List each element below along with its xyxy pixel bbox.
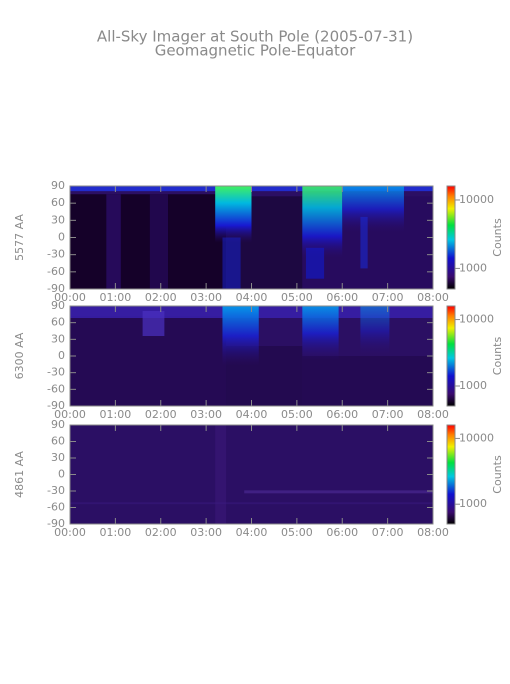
panel: -90 -60 -30 0 30 60 90 00:00 01:00 02:00 03:00 04:0… [13,418,504,539]
subtitle: Geomagnetic Pole-Equator [155,42,356,60]
x-tick-label: 01:00 [100,408,132,421]
colorbar-label: Counts [491,218,504,257]
heatmap-texture [360,306,390,356]
y-tick-label: 60 [51,435,65,448]
heatmap-texture [302,306,339,361]
x-tick-label: 07:00 [372,291,404,304]
y-tick-label: 60 [51,196,65,209]
heatmap-texture [302,186,343,259]
heatmap-texture [305,247,325,279]
y-tick-label: 0 [58,231,65,244]
y-tick-label: -30 [47,484,65,497]
x-tick-label: 01:00 [100,526,132,539]
y-tick-label: -30 [47,366,65,379]
colorbar [446,305,456,407]
y-tick-label: -60 [47,501,65,514]
heatmap-texture [215,186,252,243]
colorbar-label: Counts [491,455,504,494]
colorbar-tick-label: 1000 [459,497,487,510]
y-tick-label: -30 [47,248,65,261]
y-tick-label: 30 [51,213,65,226]
colorbar-label: Counts [491,337,504,376]
x-tick-label: 07:00 [372,408,404,421]
x-tick-label: 02:00 [145,526,177,539]
heatmap-texture [222,237,241,289]
y-tick-label: 60 [51,316,65,329]
x-tick-label: 02:00 [145,408,177,421]
y-tick-label: -90 [47,282,65,295]
heatmap-texture [70,502,433,505]
y-tick-label: -60 [47,382,65,395]
x-tick-label: 05:00 [281,526,313,539]
y-tick-label: 0 [58,349,65,362]
colorbar-tick-label: 10000 [459,431,494,444]
y-tick-label: -60 [47,265,65,278]
y-tick-label: 30 [51,451,65,464]
colorbar [446,185,456,290]
x-tick-label: 00:00 [54,291,86,304]
y-tick-label: -90 [47,517,65,530]
heatmap-texture [70,194,227,289]
y-tick-label: 90 [51,179,65,192]
x-tick-label: 03:00 [190,526,222,539]
colorbar-tick-label: 1000 [459,261,487,274]
x-tick-label: 08:00 [417,526,449,539]
y-tick-label: 30 [51,332,65,345]
x-tick-label: 06:00 [326,291,358,304]
colorbar-tick-label: 10000 [459,193,494,206]
heatmap-texture [302,356,433,406]
x-tick-label: 04:00 [236,408,268,421]
x-tick-label: 07:00 [372,526,404,539]
heatmap-background [70,425,433,524]
heatmap-texture [222,306,259,366]
x-tick-label: 05:00 [281,408,313,421]
heatmap-texture [142,311,165,336]
heatmap-texture [342,186,404,233]
y-axis-label: 6300 AA [13,332,26,379]
heatmap-texture [215,425,227,524]
x-tick-label: 04:00 [236,291,268,304]
x-tick-label: 03:00 [190,291,222,304]
x-tick-label: 08:00 [417,408,449,421]
x-tick-label: 06:00 [326,408,358,421]
x-tick-label: 02:00 [145,291,177,304]
heatmap-texture [360,216,368,269]
x-tick-label: 03:00 [190,408,222,421]
x-tick-label: 01:00 [100,291,132,304]
y-tick-label: 0 [58,468,65,481]
y-axis-label: 5577 AA [13,214,26,261]
panel: -90 -60 -30 0 30 60 90 00:00 01:00 02:00 03:00 04:0… [13,179,504,304]
x-tick-label: 05:00 [281,291,313,304]
y-tick-label: 90 [51,418,65,431]
x-tick-label: 00:00 [54,408,86,421]
heatmap-texture [149,194,169,289]
heatmap-texture [244,490,433,494]
heatmap-texture [70,425,433,524]
panel: -90 -60 -30 0 30 60 90 00:00 01:00 02:00 03:00 04:0… [13,299,504,421]
colorbar [446,424,456,525]
x-tick-label: 04:00 [236,526,268,539]
title: All-Sky Imager at South Pole (2005-07-31… [97,28,413,46]
heatmap-texture [106,194,121,289]
x-tick-label: 06:00 [326,526,358,539]
x-tick-label: 00:00 [54,526,86,539]
y-axis-label: 4861 AA [13,451,26,498]
colorbar-tick-label: 1000 [459,379,487,392]
x-tick-label: 08:00 [417,291,449,304]
y-tick-label: -90 [47,399,65,412]
colorbar-tick-label: 10000 [459,313,494,326]
y-tick-label: 90 [51,299,65,312]
